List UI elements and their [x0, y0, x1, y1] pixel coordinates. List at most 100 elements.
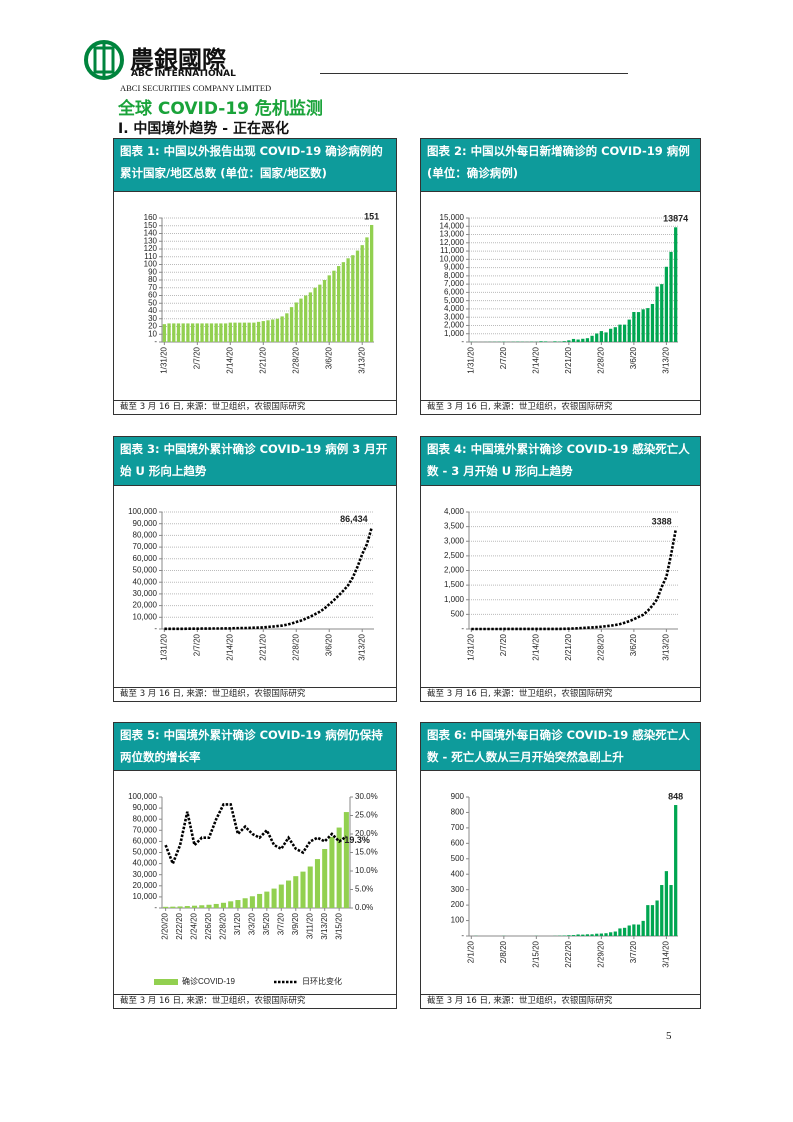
bar: [220, 902, 226, 908]
bar: [646, 308, 650, 342]
chart-title: 图表 3: 中国境外累计确诊 COVID-19 病例 3 月开始 U 形向上趋势: [113, 436, 397, 486]
chart-title: 图表 1: 中国以外报告出现 COVID-19 确诊病例的累计国家/地区总数 (…: [113, 138, 397, 192]
y-tick-label: 7,000: [444, 279, 465, 288]
y-tick-label: 50,000: [133, 566, 158, 575]
y-tick-label: 40: [148, 306, 157, 315]
bar: [213, 903, 219, 908]
x-tick-label: 2/21/20: [258, 346, 267, 373]
y-tick-label: 60,000: [133, 837, 158, 846]
bar: [355, 250, 360, 342]
x-tick-label: 2/21/20: [258, 633, 267, 660]
y-tick-label: 70,000: [133, 825, 158, 834]
bar: [176, 323, 181, 342]
line: [471, 529, 677, 631]
chart-cell: - 100 200 300 400 500 600 700 800 900 2/1/20 2/8/20…: [420, 770, 701, 995]
bar: [627, 925, 631, 936]
chart-source: 截至 3 月 16 日, 来源：世卫组织，农银国际研究: [420, 994, 701, 1009]
bar: [167, 323, 171, 342]
y-tick-label: 3,500: [444, 522, 465, 531]
y-tick-label: 4,000: [444, 507, 465, 516]
x-tick-label: 2/26/20: [204, 912, 213, 939]
y-tick-label: -: [461, 931, 464, 940]
y-tick-label: 160: [144, 213, 158, 222]
y-tick-label: 5.0%: [355, 885, 373, 894]
y-tick-label: 600: [451, 838, 465, 847]
y-tick-label: -: [154, 624, 157, 633]
y-tick-label: 70,000: [133, 542, 158, 551]
x-tick-label: 2/7/20: [499, 346, 508, 369]
logo-en: ABC INTERNATIONAL: [131, 69, 236, 79]
bar: [632, 924, 636, 936]
x-tick-label: 3/9/20: [291, 912, 300, 935]
bar: [314, 859, 320, 908]
y-tick-label: 0.0%: [355, 903, 373, 912]
bar: [604, 332, 608, 342]
x-tick-label: 2/14/20: [225, 633, 234, 660]
bar: [163, 906, 169, 908]
y-tick-label: 14,000: [440, 221, 465, 230]
y-tick-label: 200: [451, 900, 465, 909]
bar: [190, 323, 195, 342]
bar: [581, 338, 585, 342]
bar: [360, 245, 364, 342]
bar: [655, 286, 659, 342]
x-tick-label: 2/14/20: [531, 633, 540, 660]
x-tick-label: 1/31/20: [159, 346, 168, 373]
x-tick-label: 3/15/20: [334, 912, 343, 939]
bar: [275, 318, 280, 342]
chart-title: 图表 2: 中国以外每日新增确诊的 COVID-19 病例 (单位：确诊病例): [420, 138, 701, 192]
y-tick-label: 13,000: [440, 230, 465, 239]
x-tick-label: 2/7/20: [499, 633, 508, 656]
y-tick-label: 9,000: [444, 263, 465, 272]
bar: [571, 935, 576, 936]
bar: [636, 924, 641, 936]
bar: [280, 316, 284, 342]
bar: [622, 927, 627, 936]
bar: [271, 319, 275, 342]
y-tick-label: -: [154, 337, 157, 346]
data-label: 151: [364, 211, 379, 221]
x-tick-label: 3/1/20: [233, 912, 242, 935]
bar: [327, 275, 331, 342]
x-tick-label: 3/13/20: [357, 633, 366, 660]
y-tick-label: 90: [148, 267, 157, 276]
y-tick-label: 10,000: [133, 612, 158, 621]
y-tick-label: 400: [451, 869, 465, 878]
legend-swatch: [154, 979, 178, 985]
y-tick-label: 4,000: [444, 304, 465, 313]
bar: [299, 298, 303, 342]
bar: [337, 266, 341, 342]
bar: [172, 323, 176, 342]
chart-source: 截至 3 月 16 日, 来源：世卫组织，农银国际研究: [113, 687, 397, 702]
bar: [646, 905, 650, 936]
bar: [271, 888, 277, 908]
x-tick-label: 3/5/20: [262, 912, 271, 935]
bar: [318, 284, 322, 342]
x-tick-label: 2/28/20: [291, 633, 300, 660]
y-tick-label: 80: [148, 275, 157, 284]
page-title: 全球 COVID-19 危机监测: [118, 99, 323, 119]
bar: [308, 292, 313, 342]
bar: [181, 323, 185, 342]
x-tick-label: 2/8/20: [499, 940, 508, 963]
y-tick-label: 100,000: [128, 792, 157, 801]
bar: [249, 896, 255, 908]
y-tick-label: 10,000: [133, 892, 158, 901]
x-tick-label: 2/29/20: [596, 940, 605, 967]
bar: [664, 266, 669, 342]
y-tick-label: 500: [451, 609, 465, 618]
bar: [199, 905, 205, 908]
y-tick-label: 100: [144, 260, 158, 269]
y-tick-label: -: [461, 337, 464, 346]
y-tick-label: 3,000: [444, 536, 465, 545]
y-tick-label: 20,000: [133, 881, 158, 890]
bar: [365, 237, 369, 342]
bar: [544, 341, 548, 342]
x-tick-label: 3/13/20: [357, 346, 366, 373]
x-tick-label: 3/6/20: [629, 346, 638, 369]
bar: [636, 312, 641, 342]
line: [164, 803, 348, 868]
y-tick-label: 30,000: [133, 589, 158, 598]
bar: [369, 224, 374, 342]
y-tick-label: 40,000: [133, 577, 158, 586]
